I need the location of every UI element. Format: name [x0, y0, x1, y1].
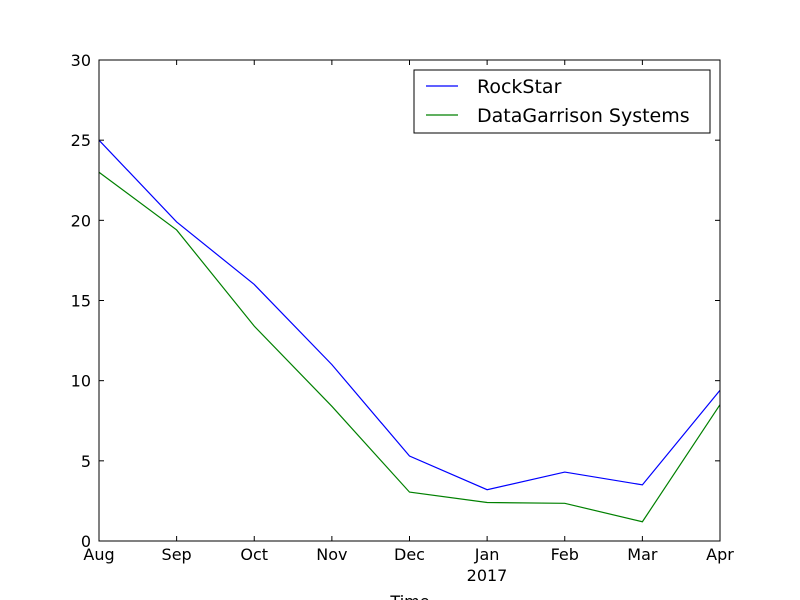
legend-box: [413, 69, 711, 134]
x-tick-label-feb: Feb: [551, 545, 579, 564]
series-layer: [98, 139, 721, 523]
x-tick-label-apr: Apr: [706, 545, 734, 564]
y-tick-label-0: 0: [81, 532, 91, 551]
y-tick-label-25: 25: [71, 131, 91, 150]
legend-label-rockstar: RockStar: [477, 76, 562, 98]
series-line-datagarrison-systems: [98, 171, 721, 523]
y-tick-label-30: 30: [71, 51, 91, 70]
x-tick-label-mar: Mar: [627, 545, 658, 564]
x-tick-label-aug: Aug: [83, 545, 114, 564]
x-tick-label-dec: Dec: [394, 545, 425, 564]
x-tick-label-sep: Sep: [162, 545, 192, 564]
x-tick-label-oct: Oct: [240, 545, 268, 564]
legend: RockStar DataGarrison Systems: [413, 69, 711, 134]
x-axis-year-label: 2017: [467, 566, 508, 585]
y-tick-label-20: 20: [71, 211, 91, 230]
y-tick-label-15: 15: [71, 292, 91, 311]
series-line-rockstar: [98, 139, 721, 491]
y-tick-label-10: 10: [71, 372, 91, 391]
x-tick-label-jan: Jan: [474, 545, 500, 564]
y-tick-label-5: 5: [81, 452, 91, 471]
x-tick-label-nov: Nov: [316, 545, 347, 564]
x-axis-label: Time: [389, 592, 429, 600]
legend-label-datagarrison-systems: DataGarrison Systems: [477, 105, 690, 127]
ticks-layer: Aug Sep Oct Nov Dec Jan Feb Mar Apr 0 5 10 15 20 25 30: [71, 51, 735, 564]
